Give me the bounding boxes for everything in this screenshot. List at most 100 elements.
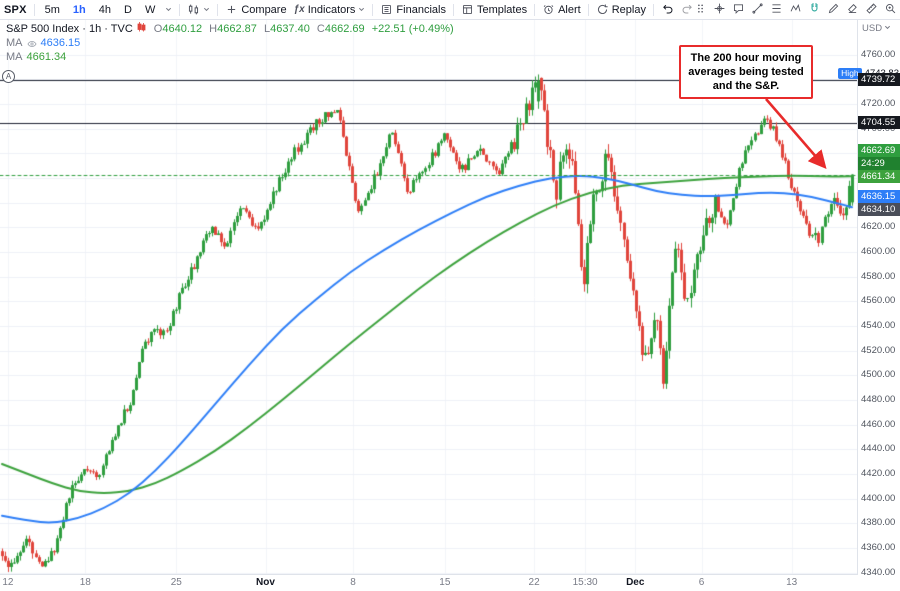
time-axis[interactable]: 12 18 25 Nov 8 15 22 15:30 Dec 6 13	[0, 574, 858, 591]
high-tag: High	[838, 68, 862, 80]
price-tick: 4520.00	[861, 344, 896, 356]
time-tick: Dec	[626, 577, 645, 588]
toolbar-right: S&P Publish	[694, 0, 900, 19]
chevron-down-icon	[358, 6, 365, 13]
pattern-icon[interactable]	[789, 2, 802, 18]
zoom-in-icon[interactable]	[884, 2, 897, 18]
price-tick: 4540.00	[861, 319, 896, 331]
divider	[217, 3, 219, 16]
bar-countdown: 24:29	[858, 157, 900, 171]
chart-style-button[interactable]	[187, 3, 210, 16]
fib-icon[interactable]	[770, 2, 783, 18]
price-label-black: 4739.72	[858, 73, 900, 87]
ohlc-values: O4640.12 H4662.87 L4637.40 C4662.69 +22.…	[153, 22, 454, 35]
replay-icon	[596, 3, 609, 16]
time-tick: Nov	[256, 577, 275, 588]
divider	[587, 3, 589, 16]
price-tick: 4340.00	[861, 566, 896, 578]
chevron-down-icon	[203, 6, 210, 13]
magnet-icon[interactable]	[808, 2, 821, 18]
interval-1h[interactable]: 1h	[72, 3, 86, 16]
time-tick: 22	[528, 577, 540, 588]
price-axis[interactable]: USD 4760.004740.004720.004700.004680.004…	[838, 20, 900, 578]
time-tick: 6	[698, 577, 705, 588]
chart-area: S&P 500 Index · 1h · TVC O4640.12 H4662.…	[0, 20, 900, 591]
ma-slow-row[interactable]: MA 4661.34	[6, 51, 67, 63]
annotation-callout[interactable]: The 200 hour moving averages being teste…	[679, 45, 813, 99]
compare-button[interactable]: Compare	[225, 3, 287, 16]
chevron-down-icon	[884, 23, 891, 34]
replay-button[interactable]: Replay	[596, 3, 646, 16]
ma-fast-value: 4636.15	[40, 37, 81, 49]
price-tick: 4380.00	[861, 517, 896, 529]
time-tick: 25	[170, 577, 182, 588]
price-tick: 4400.00	[861, 492, 896, 504]
price-tick: 4460.00	[861, 418, 896, 430]
price-label-dark: 4634.10	[858, 203, 900, 217]
time-tick: 18	[79, 577, 91, 588]
divider	[372, 3, 374, 16]
measure-icon[interactable]	[865, 2, 878, 18]
price-tick: 4560.00	[861, 295, 896, 307]
fx-icon: ƒx	[293, 4, 305, 15]
financials-icon	[380, 3, 393, 16]
alert-button[interactable]: Alert	[542, 3, 581, 16]
interval-w[interactable]: W	[144, 3, 156, 16]
time-tick: 12	[2, 577, 14, 588]
annotation-text: The 200 hour moving averages being teste…	[688, 52, 804, 92]
interval-menu-caret-icon[interactable]	[165, 4, 172, 16]
redo-icon[interactable]	[681, 2, 694, 18]
compare-plus-icon	[225, 3, 238, 16]
price-label-black: 4704.55	[858, 116, 900, 130]
brush-icon[interactable]	[827, 2, 840, 18]
templates-button[interactable]: Templates	[461, 3, 527, 16]
price-chart[interactable]	[0, 20, 858, 575]
symbol-title[interactable]: S&P 500 Index · 1h · TVC	[6, 22, 133, 35]
currency-selector[interactable]: USD	[862, 23, 891, 34]
templates-icon	[461, 3, 474, 16]
price-tick: 4440.00	[861, 443, 896, 455]
divider	[33, 3, 35, 16]
drawing-tools	[694, 2, 900, 18]
alert-clock-icon	[542, 3, 555, 16]
divider	[179, 3, 181, 16]
top-toolbar: SPX 5m 1h 4h D W Compare ƒx Indicators	[0, 0, 900, 20]
undo-icon[interactable]	[661, 2, 674, 18]
trendline-icon[interactable]	[751, 2, 764, 18]
price-label-last: 4662.69 24:29	[858, 144, 900, 171]
price-tick: 4580.00	[861, 270, 896, 282]
time-tick: 13	[786, 577, 798, 588]
price-label-blue: 4636.15	[858, 190, 900, 204]
time-tick: 8	[350, 577, 356, 588]
interval-5m[interactable]: 5m	[44, 3, 60, 16]
ma-fast-row[interactable]: MA 4636.15	[6, 37, 81, 49]
divider	[652, 3, 654, 16]
symbol-button[interactable]: SPX	[4, 3, 27, 16]
financials-button[interactable]: Financials	[380, 3, 446, 16]
interval-4h[interactable]: 4h	[98, 3, 111, 16]
price-tick: 4600.00	[861, 245, 896, 257]
line-tool-marker[interactable]: A	[2, 70, 15, 83]
crosshair-icon[interactable]	[713, 2, 726, 18]
eye-icon[interactable]	[26, 39, 37, 49]
divider	[534, 3, 536, 16]
price-tick: 4720.00	[861, 97, 896, 109]
indicators-button[interactable]: ƒx Indicators	[294, 4, 366, 16]
price-tick: 4420.00	[861, 467, 896, 479]
price-label-green: 4661.34	[858, 169, 900, 183]
time-tick: 15:30	[572, 577, 598, 588]
eraser-icon[interactable]	[846, 2, 859, 18]
divider	[452, 3, 454, 16]
price-tick: 4360.00	[861, 541, 896, 553]
chart-type-icon	[137, 22, 146, 36]
time-tick: 15	[439, 577, 451, 588]
price-tick: 4620.00	[861, 221, 896, 233]
comment-icon[interactable]	[732, 2, 745, 18]
drag-handle-icon[interactable]	[694, 2, 707, 18]
chart-legend: S&P 500 Index · 1h · TVC O4640.12 H4662.…	[6, 22, 454, 65]
interval-d[interactable]: D	[124, 3, 132, 16]
change-value: +22.51 (+0.49%)	[371, 22, 454, 35]
ma-slow-value: 4661.34	[26, 51, 67, 63]
price-tick: 4500.00	[861, 369, 896, 381]
